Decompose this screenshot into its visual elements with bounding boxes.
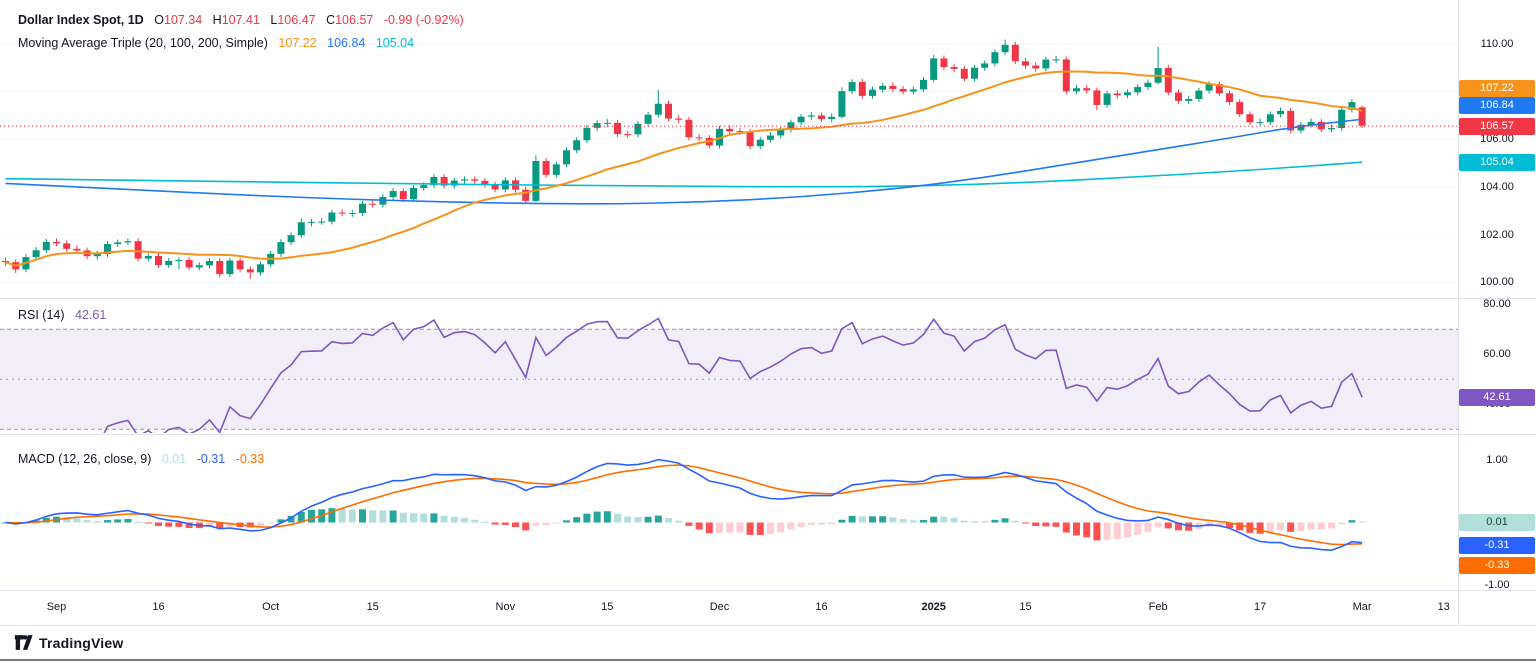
time-axis-label: 2025 [921,601,946,613]
price-axis-label: 100.00 [1480,276,1514,289]
macd-line-badge: -0.31 [1459,537,1535,554]
macd-line-value: -0.31 [196,452,226,466]
rsi-value: 42.61 [75,308,107,322]
macd-axis-label: -1.00 [1484,579,1510,591]
ma-legend-label: Moving Average Triple (20, 100, 200, Sim… [18,36,268,50]
ohlc-high-label: H [212,13,222,27]
price-badge-ma20: 107.22 [1459,80,1535,97]
ohlc-high-value: 107.41 [221,13,260,27]
rsi-axis-label: 80.00 [1483,297,1511,310]
macd-legend: MACD (12, 26, close, 9) 0.01 -0.31 -0.33 [18,452,264,466]
time-axis-label: 16 [815,601,828,613]
ohlc-close-label: C [326,13,336,27]
rsi-badge: 42.61 [1459,389,1535,406]
time-axis-label: Nov [495,601,516,613]
price-axis-label: 106.00 [1480,133,1514,146]
ohlc-close-value: 106.57 [335,13,374,27]
macd-signal-value: -0.33 [235,452,265,466]
time-axis-label: 15 [1019,601,1032,613]
rsi-legend-label: RSI (14) [18,308,65,322]
time-axis-label: 17 [1253,601,1267,613]
time-axis-label: 15 [366,601,379,613]
tradingview-logo-icon[interactable] [14,634,33,651]
ma100-value: 106.84 [327,36,366,50]
footer: TradingView [14,634,123,651]
time-axis-label: Dec [709,601,730,613]
macd-hist-badge: 0.01 [1459,514,1535,531]
ma200-value: 105.04 [375,36,415,50]
time-axis-label: 15 [601,601,614,613]
last-price-badge: 106.57 [1459,118,1535,135]
ohlc-low-label: L [270,13,278,27]
price-badge-ma200: 105.04 [1459,154,1535,171]
time-axis[interactable]: Sep 16 Oct 15 Nov 15 Dec 16 2025 15 Feb 17 Mar 13 [0,592,1536,622]
price-badge-ma100: 106.84 [1459,97,1535,114]
price-legend: Dollar Index Spot, 1D O107.34 H107.41 L1… [18,13,464,27]
ohlc-low-value: 106.47 [277,13,316,27]
change-value: -0.99 (-0.92%) [383,13,464,27]
ma20-value: 107.22 [278,36,317,50]
time-axis-label: Oct [262,601,280,613]
macd-legend-label: MACD (12, 26, close, 9) [18,452,152,466]
price-axis-label: 102.00 [1480,228,1514,241]
time-axis-label: 16 [152,601,165,613]
ohlc-open-value: 107.34 [163,13,203,27]
time-axis-label: Feb [1148,601,1168,613]
macd-hist-value: 0.01 [161,452,187,466]
time-axis-label: 13 [1437,601,1450,613]
ma-legend: Moving Average Triple (20, 100, 200, Sim… [18,36,414,50]
rsi-axis-label: 60.00 [1483,347,1511,360]
symbol-title: Dollar Index Spot, 1D [18,13,144,27]
ohlc-open-label: O [154,13,164,27]
time-axis-label: Sep [46,601,67,613]
price-axis-label: 104.00 [1480,181,1514,194]
price-axis-label: 110.00 [1480,37,1514,50]
macd-axis-label: 1.00 [1486,454,1508,466]
time-axis-label: Mar [1352,601,1372,613]
brand-wordmark[interactable]: TradingView [39,634,124,651]
rsi-legend: RSI (14) 42.61 [18,308,106,322]
macd-signal-badge: -0.33 [1459,557,1535,574]
